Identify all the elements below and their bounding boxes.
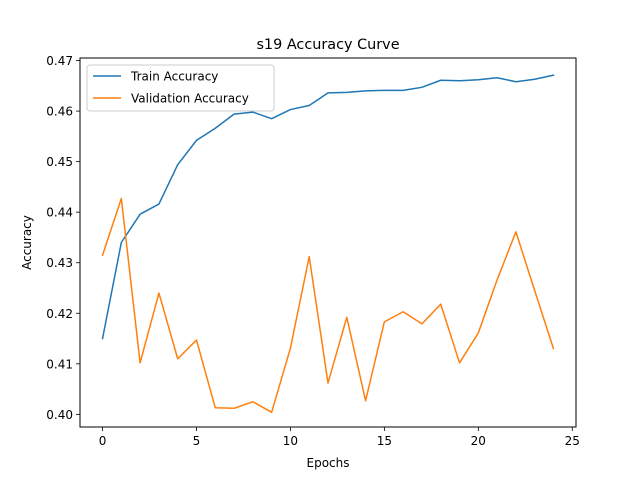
- y-tick-label: 0.46: [46, 105, 73, 119]
- y-tick-label: 0.43: [46, 256, 73, 270]
- x-tick-label: 25: [565, 434, 580, 448]
- chart-legend: Train Accuracy Validation Accuracy: [86, 64, 275, 112]
- x-tick-label: 20: [471, 434, 486, 448]
- x-tick-label: 0: [99, 434, 107, 448]
- y-tick-label: 0.45: [46, 155, 73, 169]
- series-line-train-accuracy: [101, 74, 555, 340]
- legend-label: Train Accuracy: [130, 70, 218, 84]
- y-tick-label: 0.44: [46, 206, 73, 220]
- y-tick-label: 0.41: [46, 357, 73, 371]
- chart-title: s19 Accuracy Curve: [256, 37, 399, 53]
- y-tick-label: 0.47: [46, 54, 73, 68]
- plot-frame: [79, 57, 577, 428]
- y-tick-label: 0.42: [46, 307, 73, 321]
- legend-label: Validation Accuracy: [131, 92, 249, 106]
- legend-box: [86, 64, 275, 112]
- x-tick-label: 10: [283, 434, 298, 448]
- x-tick-label: 5: [193, 434, 201, 448]
- series-layer: [101, 74, 555, 414]
- x-tick-label: 15: [377, 434, 392, 448]
- x-axis-label: Epochs: [307, 456, 350, 470]
- series-line-validation-accuracy: [101, 197, 555, 414]
- axis-ticks: 0 5 10 15 20 25 0.40 0.41 0.42 0.43 0.44 0.45 0.46 0.…: [46, 54, 580, 448]
- y-tick-label: 0.40: [46, 408, 73, 422]
- y-axis-label: Accuracy: [20, 215, 34, 270]
